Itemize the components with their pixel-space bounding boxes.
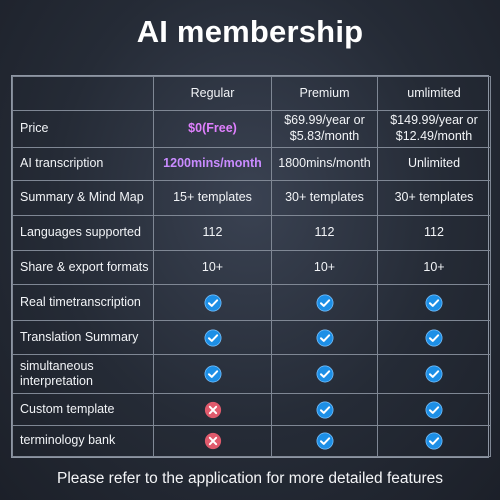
table-row: Languages supported 112 112 112	[12, 215, 491, 251]
table-cell: $69.99/year or $5.83/month	[271, 110, 378, 148]
cell-value: 10+	[201, 259, 224, 274]
table-cell: 112	[271, 215, 378, 251]
header-feature	[12, 76, 154, 111]
table-cell	[377, 392, 491, 427]
table-cell	[153, 319, 272, 356]
row-label: Custom template	[12, 392, 154, 427]
check-icon	[425, 365, 443, 383]
check-icon	[204, 365, 222, 383]
cell-value: 1800mins/month	[278, 155, 371, 170]
table-row: Real timetranscription	[12, 284, 491, 321]
header-premium: Premium	[271, 76, 378, 111]
table-cell: $149.99/year or $12.49/month	[377, 110, 491, 148]
table-cell	[271, 392, 378, 427]
table-cell: 112	[377, 215, 491, 251]
table-cell: 10+	[271, 249, 378, 286]
table-cell	[153, 284, 272, 321]
table-cell: $0(Free)	[153, 110, 272, 148]
table-cell	[377, 284, 491, 321]
cell-value: 30+ templates	[285, 190, 364, 205]
check-icon	[425, 401, 443, 419]
cell-value: 1200mins/month	[163, 155, 262, 170]
cell-value: 15+ templates	[173, 190, 252, 205]
check-icon	[316, 365, 334, 383]
check-icon	[316, 294, 334, 312]
table-cell: 10+	[377, 249, 491, 286]
table-row: Share & export formats 10+ 10+ 10+	[12, 249, 491, 286]
table-cell	[377, 425, 491, 457]
table-cell	[153, 425, 272, 457]
table-cell: 30+ templates	[377, 179, 491, 217]
cell-value: 10+	[313, 259, 336, 274]
cross-icon	[204, 432, 222, 450]
check-icon	[425, 294, 443, 312]
table-cell	[153, 354, 272, 394]
table-cell	[271, 425, 378, 457]
table-row: Custom template	[12, 392, 491, 427]
footer-note: Please refer to the application for more…	[56, 470, 443, 487]
cell-value: $149.99/year or $12.49/month	[390, 113, 478, 143]
table-cell: 15+ templates	[153, 179, 272, 217]
comparison-table: Regular Premium umlimited Price $0(Free) $…	[11, 75, 491, 458]
table-row: Summary & Mind Map 15+ templates 30+ templ…	[12, 179, 491, 217]
table-row: Translation Summary	[12, 319, 491, 356]
row-label: terminology bank	[12, 425, 154, 457]
row-label: simultaneous interpretation	[12, 354, 154, 394]
check-icon	[316, 432, 334, 450]
table-cell: 1800mins/month	[271, 146, 378, 181]
cell-value: $0(Free)	[188, 120, 237, 135]
header-regular: Regular	[153, 76, 272, 111]
cell-value: $69.99/year or $5.83/month	[284, 113, 365, 143]
table-cell: 112	[153, 215, 272, 251]
cell-value: 112	[202, 225, 223, 240]
cell-value: 10+	[423, 259, 445, 274]
row-label: Price	[12, 110, 154, 148]
page-title: AI membership	[136, 14, 364, 49]
check-icon	[316, 329, 334, 347]
table-cell	[377, 319, 491, 356]
table-cell: 1200mins/month	[153, 146, 272, 181]
row-label: Languages supported	[12, 215, 154, 251]
row-label: AI transcription	[12, 146, 154, 181]
cross-icon	[204, 401, 222, 419]
check-icon	[204, 294, 222, 312]
check-icon	[204, 329, 222, 347]
table-cell: 10+	[153, 249, 272, 286]
check-icon	[316, 401, 334, 419]
table-cell	[271, 284, 378, 321]
table-cell: Unlimited	[377, 146, 491, 181]
row-label: Translation Summary	[12, 319, 154, 356]
cell-value: 30+ templates	[394, 190, 474, 205]
table-cell	[377, 354, 491, 394]
table-cell: 30+ templates	[271, 179, 378, 217]
table-cell	[153, 392, 272, 427]
table-cell	[271, 319, 378, 356]
table-row: Price $0(Free) $69.99/year or $5.83/month $…	[12, 110, 491, 148]
header-unlimited: umlimited	[377, 76, 491, 111]
cell-value: 112	[424, 225, 444, 240]
check-icon	[425, 432, 443, 450]
table-row: simultaneous interpretation	[12, 354, 491, 394]
table-row: terminology bank	[12, 425, 491, 457]
cell-value: Unlimited	[407, 155, 461, 170]
table-header-row: Regular Premium umlimited	[12, 76, 491, 111]
table-row: AI transcription 1200mins/month 1800mins/m…	[12, 146, 491, 181]
check-icon	[425, 329, 443, 347]
row-label: Share & export formats	[12, 249, 154, 286]
row-label: Real timetranscription	[12, 284, 154, 321]
row-label: Summary & Mind Map	[12, 179, 154, 217]
cell-value: 112	[314, 225, 335, 240]
table-cell	[271, 354, 378, 394]
